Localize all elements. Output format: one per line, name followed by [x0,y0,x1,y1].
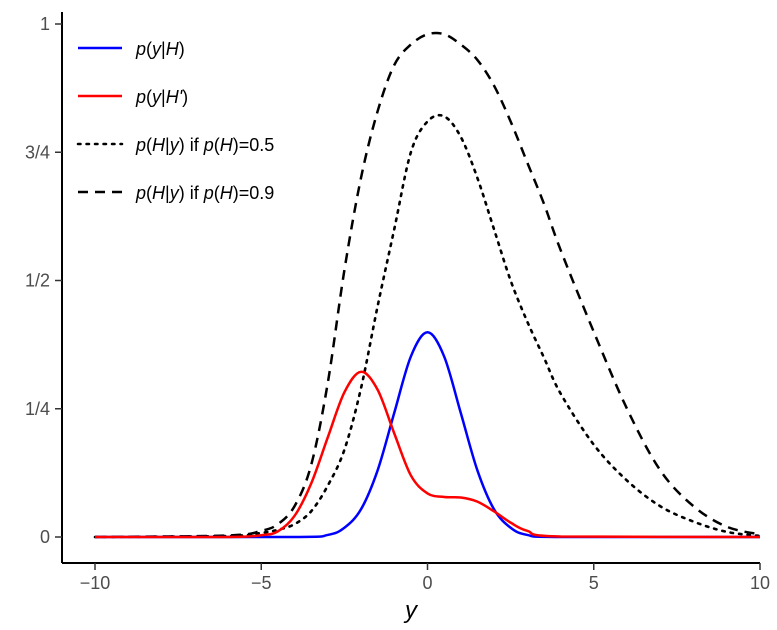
legend-label-part: y [168,135,180,155]
axes: −10 −5 0 5 10 0 1/4 1/2 3/4 1 y [25,12,770,624]
y-tick-label: 0 [40,527,50,547]
legend: p(y|H)p(y|H')p(H|y) if p(H)=0.5p(H|y) if… [76,39,274,203]
y-tick-label: 1/4 [25,399,50,419]
legend-label-part: ) [182,87,188,107]
legend-label-part: | [161,87,166,107]
legend-label-part: H [166,39,180,59]
legend-label-part: H [220,135,234,155]
series-line-2 [93,113,762,539]
series-line-1 [94,370,761,539]
legend-label-part: ( [146,135,152,155]
legend-label-part: y [150,39,162,59]
legend-label-part: H [220,183,234,203]
legend-label-part: H [152,183,166,203]
legend-label-part: ( [146,87,152,107]
legend-label-2: p(H|y) if p(H)=0.5 [135,135,274,155]
legend-label-part: p [135,87,146,107]
legend-label-part: )=0.5 [233,135,275,155]
x-tick-label: 0 [422,573,432,593]
legend-label-part: H' [166,87,183,107]
legend-label-part: ) if [179,135,204,155]
x-tick-label: 5 [589,573,599,593]
y-tick-label: 3/4 [25,142,50,162]
legend-label-part: ) if [179,183,204,203]
legend-label-part: ) [179,39,185,59]
y-tick-label: 1/2 [25,271,50,291]
legend-label-part: | [165,183,170,203]
legend-label-part: ( [214,135,220,155]
legend-label-part: )=0.9 [233,183,275,203]
legend-label-part: | [161,39,166,59]
x-axis-ticks: −10 −5 0 5 10 [80,563,770,593]
legend-label-part: ( [146,39,152,59]
legend-label-part: p [135,135,146,155]
legend-label-part: y [168,183,180,203]
x-tick-label: −10 [80,573,111,593]
series-line-3 [94,31,761,539]
legend-label-part: | [165,135,170,155]
legend-label-0: p(y|H) [135,39,185,59]
legend-label-part: p [135,39,146,59]
legend-label-3: p(H|y) if p(H)=0.9 [135,183,274,203]
series-line-0 [94,331,761,539]
y-axis-ticks: 0 1/4 1/2 3/4 1 [25,14,62,547]
y-tick-label: 1 [40,14,50,34]
legend-label-part: p [203,135,214,155]
legend-label-part: ( [146,183,152,203]
x-tick-label: −5 [251,573,272,593]
x-tick-label: 10 [750,573,770,593]
legend-label-part: ( [214,183,220,203]
legend-label-1: p(y|H') [135,87,188,107]
legend-label-part: p [203,183,214,203]
legend-label-part: p [135,183,146,203]
x-axis-title: y [403,597,419,624]
legend-label-part: y [150,87,162,107]
plot-area [93,31,762,539]
legend-label-part: H [152,135,166,155]
